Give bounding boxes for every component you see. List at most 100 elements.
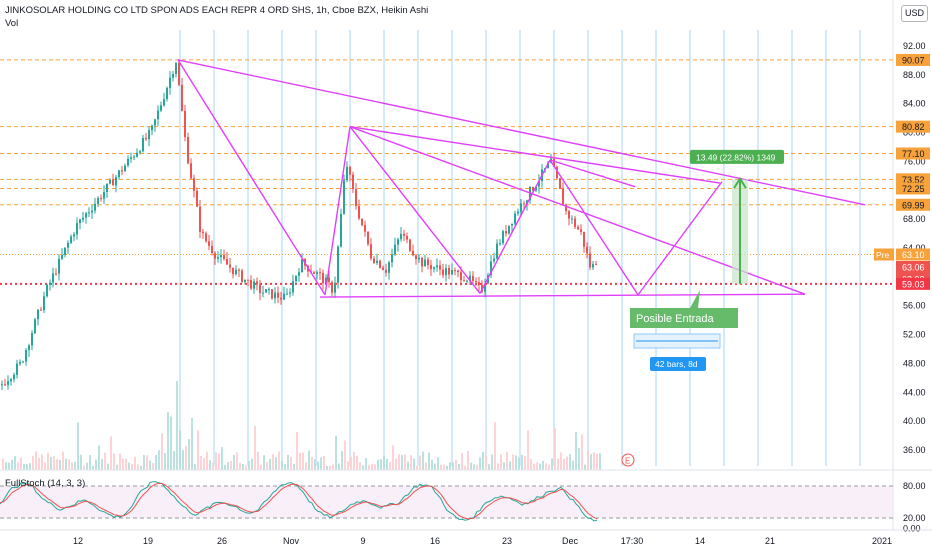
x-tick-label: 12 — [73, 536, 83, 546]
candle-body — [280, 297, 282, 300]
volume-label: Vol — [5, 18, 19, 29]
volume-bar — [146, 455, 148, 470]
volume-bar — [53, 456, 55, 470]
volume-bar — [593, 452, 595, 470]
pattern-line — [637, 181, 723, 296]
volume-bar — [401, 455, 403, 470]
candle-body — [559, 178, 561, 189]
volume-bar — [122, 458, 124, 470]
candle-body — [577, 226, 579, 230]
volume-bar — [371, 463, 373, 470]
volume-bar — [101, 458, 103, 470]
level-tag-label: 72.25 — [902, 184, 925, 194]
candle-body — [334, 282, 336, 293]
volume-bar — [335, 435, 337, 470]
candle-body — [43, 296, 45, 311]
volume-bar — [83, 465, 85, 470]
level-tag-label: 69.99 — [902, 200, 925, 210]
volume-bar — [338, 463, 340, 470]
volume-bar — [560, 452, 562, 470]
candle-body — [235, 269, 237, 275]
candle-body — [496, 243, 498, 259]
stoch-k-line — [0, 481, 598, 522]
volume-bar — [515, 455, 517, 470]
candle-body — [136, 152, 138, 157]
candle-body — [265, 289, 267, 293]
volume-bar — [548, 464, 550, 470]
volume-bar — [269, 458, 271, 470]
candle-body — [502, 231, 504, 244]
x-tick-label: 2021 — [872, 536, 892, 546]
volume-bar — [533, 463, 535, 470]
candle-body — [361, 218, 363, 226]
volume-bar — [173, 451, 175, 470]
candle-body — [565, 204, 567, 212]
candle-body — [19, 361, 21, 364]
candle-body — [514, 213, 516, 224]
volume-bar — [377, 459, 379, 470]
volume-bar — [413, 458, 415, 470]
candle-body — [340, 213, 342, 247]
volume-bar — [482, 451, 484, 470]
candle-body — [277, 292, 279, 298]
candle-body — [211, 245, 213, 254]
y-tick-label: 36.00 — [903, 445, 926, 455]
candle-body — [70, 236, 72, 243]
candle-body — [256, 281, 258, 285]
x-tick-label: 26 — [217, 536, 227, 546]
volume-bar — [284, 464, 286, 470]
volume-bar — [320, 457, 322, 470]
candle-body — [130, 157, 132, 159]
volume-bar — [353, 451, 355, 470]
pre-tag-label: Pre — [876, 250, 890, 260]
volume-bar — [287, 454, 289, 470]
volume-bar — [23, 463, 25, 470]
candle-body — [526, 200, 528, 205]
level-tag-label: 77.10 — [902, 149, 925, 159]
candle-body — [493, 258, 495, 262]
candle-body — [64, 247, 66, 255]
volume-bar — [77, 422, 79, 470]
candle-body — [82, 217, 84, 220]
candle-body — [100, 197, 102, 199]
candle-body — [115, 177, 117, 186]
candle-body — [397, 239, 399, 245]
volume-bar — [452, 462, 454, 470]
candle-body — [403, 233, 405, 236]
volume-bar — [518, 457, 520, 470]
volume-bar — [155, 455, 157, 470]
candle-body — [406, 235, 408, 240]
currency-button[interactable]: USD — [901, 5, 928, 22]
volume-bar — [275, 457, 277, 470]
candle-body — [511, 223, 513, 226]
candle-body — [7, 381, 9, 385]
volume-bar — [467, 451, 469, 470]
volume-bar — [230, 461, 232, 470]
candle-body — [571, 218, 573, 220]
volume-bar — [164, 453, 166, 470]
volume-bar — [158, 450, 160, 470]
volume-bar — [134, 456, 136, 470]
stoch-d-line — [0, 483, 598, 520]
current-price-tag — [896, 248, 930, 261]
volume-bar — [32, 455, 34, 470]
candle-body — [262, 292, 264, 294]
volume-bar — [464, 465, 466, 470]
candle-body — [106, 183, 108, 193]
pattern-line — [349, 126, 481, 294]
level-tag-label: 90.07 — [902, 55, 925, 65]
volume-bar — [563, 458, 565, 470]
volume-bar — [542, 460, 544, 470]
candle-body — [553, 158, 555, 167]
volume-bar — [62, 451, 64, 470]
candle-body — [418, 257, 420, 260]
volume-bar — [65, 458, 67, 470]
volume-bar — [104, 452, 106, 470]
candle-body — [370, 244, 372, 259]
volume-bar — [278, 451, 280, 470]
volume-bar — [98, 445, 100, 470]
volume-bar — [128, 462, 130, 470]
volume-bar — [20, 457, 22, 470]
range-label-box — [650, 357, 706, 371]
